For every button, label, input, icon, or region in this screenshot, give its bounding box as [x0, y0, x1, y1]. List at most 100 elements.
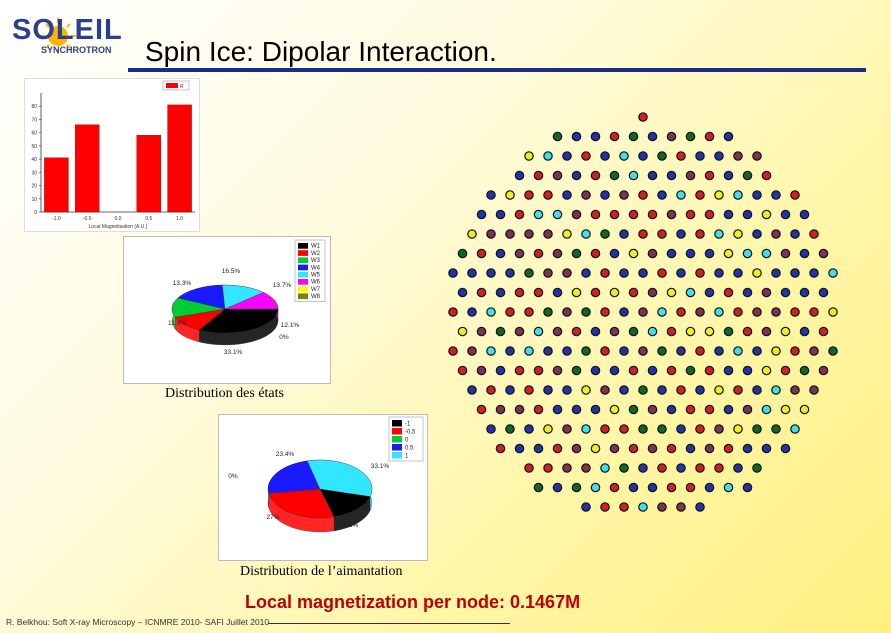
spin-node [647, 326, 658, 337]
spin-node [676, 151, 686, 161]
y-tick-label: 10 [31, 197, 37, 203]
spin-node [495, 248, 506, 259]
spin-node [647, 443, 658, 454]
spin-node [790, 268, 800, 278]
spin-node [799, 365, 810, 376]
spin-node [505, 229, 515, 239]
legend-label--0,5: -0,5 [405, 430, 416, 436]
spin-node [600, 502, 610, 512]
spin-node [704, 287, 715, 298]
spin-node [628, 131, 639, 142]
spin-node [638, 385, 648, 395]
spin-node [533, 443, 544, 454]
spin-node [780, 326, 791, 337]
spin-node [486, 268, 496, 278]
spin-node [600, 385, 610, 395]
spin-node [543, 346, 553, 356]
slice--0,5 [268, 488, 335, 519]
spin-node [505, 346, 515, 356]
spin-node [828, 268, 838, 278]
spin-node [600, 346, 610, 356]
spin-node [695, 268, 705, 278]
bar-0.5 [136, 135, 162, 213]
spin-node [600, 463, 610, 473]
spin-node [666, 170, 677, 181]
spin-node [685, 443, 696, 454]
spin-node [533, 482, 544, 493]
spin-node [647, 287, 658, 298]
spin-node [676, 424, 686, 434]
spin-node [571, 170, 582, 181]
spin-node [685, 482, 696, 493]
spin-node [714, 346, 724, 356]
spin-node [790, 190, 800, 200]
spin-node [714, 307, 724, 317]
spin-node [467, 346, 477, 356]
spin-node [695, 502, 705, 512]
spin-node [638, 502, 648, 512]
spin-node [733, 307, 743, 317]
spin-node [657, 346, 667, 356]
spin-node [638, 151, 648, 161]
spin-node [733, 346, 743, 356]
bar-1.0 [167, 104, 192, 213]
spin-node [609, 209, 620, 220]
spin-node [771, 424, 781, 434]
spin-node [723, 326, 734, 337]
x-tick-label: 1.0 [176, 216, 183, 222]
spin-node [666, 482, 677, 493]
value-label-W4: 16.5% [222, 268, 241, 275]
spin-node [533, 326, 544, 337]
spin-node [666, 326, 677, 337]
spin-node [619, 268, 629, 278]
spin-node [533, 209, 544, 220]
spin-node [552, 248, 563, 259]
spin-lattice-map [448, 112, 838, 512]
spin-node [780, 404, 791, 415]
spin-node [790, 424, 800, 434]
spin-node [638, 307, 648, 317]
magnetization-pie-chart: 16.5% 27% 0% 23.4% 33.1% -1 -0,5 0 0.5 1 [228, 416, 424, 533]
spin-node [714, 190, 724, 200]
spin-node [685, 170, 696, 181]
spin-node [809, 229, 819, 239]
spin-node [486, 424, 496, 434]
spin-node [676, 463, 686, 473]
spin-node [467, 268, 477, 278]
spin-node [704, 365, 715, 376]
spin-node [676, 229, 686, 239]
spin-node [714, 151, 724, 161]
spin-node [733, 151, 743, 161]
spin-node [467, 385, 477, 395]
spin-node [495, 365, 506, 376]
value-label-W7: 0% [279, 334, 289, 341]
spin-node [723, 209, 734, 220]
spin-node [562, 346, 572, 356]
spin-node [619, 385, 629, 395]
spin-node [771, 385, 781, 395]
spin-node [733, 229, 743, 239]
y-tick-label: 80 [31, 104, 37, 110]
spin-node [628, 287, 639, 298]
spin-node [638, 112, 648, 122]
spin-node [742, 170, 753, 181]
spin-node [695, 346, 705, 356]
spin-node [590, 404, 601, 415]
spin-node [638, 346, 648, 356]
y-tick-label: 30 [31, 170, 37, 176]
spin-node [552, 326, 563, 337]
spin-node [514, 287, 525, 298]
spin-node [780, 287, 791, 298]
logo-text: SOLEIL [12, 14, 123, 46]
legend-label: R [180, 84, 184, 90]
legend-swatch--0,5 [392, 428, 402, 435]
spin-node [448, 268, 458, 278]
spin-node [685, 365, 696, 376]
spin-node [695, 151, 705, 161]
spin-node [571, 326, 582, 337]
legend-swatch--1 [392, 420, 402, 427]
spin-node [457, 365, 468, 376]
spin-node [761, 404, 772, 415]
legend-label-0.5: 0.5 [405, 446, 414, 452]
spin-node [552, 131, 563, 142]
